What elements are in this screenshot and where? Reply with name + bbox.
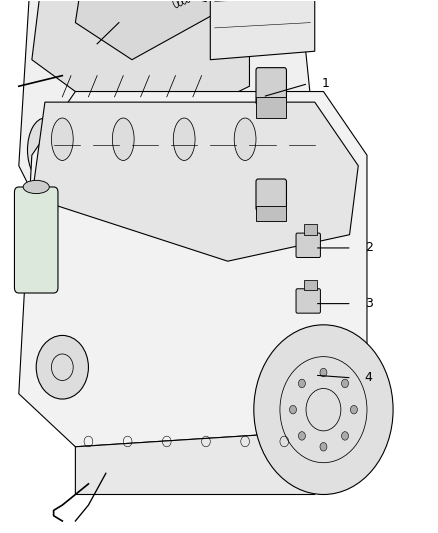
Ellipse shape (51, 118, 73, 160)
Ellipse shape (173, 118, 195, 160)
Ellipse shape (28, 118, 62, 182)
Bar (304, 280, 317, 290)
Circle shape (290, 406, 297, 414)
Text: 2: 2 (365, 241, 373, 254)
Circle shape (320, 442, 327, 451)
Circle shape (298, 432, 305, 440)
Polygon shape (19, 92, 367, 447)
Circle shape (36, 335, 88, 399)
Polygon shape (75, 0, 237, 60)
Polygon shape (32, 102, 358, 261)
Polygon shape (19, 0, 315, 235)
Bar (256, 206, 286, 221)
Ellipse shape (23, 180, 49, 193)
Ellipse shape (234, 118, 256, 160)
Circle shape (350, 406, 357, 414)
FancyBboxPatch shape (256, 68, 286, 105)
Circle shape (254, 325, 393, 495)
FancyBboxPatch shape (296, 233, 321, 257)
Polygon shape (210, 0, 315, 60)
Circle shape (298, 379, 305, 387)
FancyBboxPatch shape (256, 179, 286, 211)
Circle shape (342, 379, 349, 387)
FancyBboxPatch shape (14, 187, 58, 293)
Polygon shape (32, 0, 250, 139)
Bar (256, 97, 286, 118)
Circle shape (320, 368, 327, 377)
Bar (304, 224, 317, 235)
Ellipse shape (113, 118, 134, 160)
Polygon shape (75, 431, 323, 495)
Circle shape (342, 432, 349, 440)
Text: 1: 1 (321, 77, 329, 90)
FancyBboxPatch shape (296, 289, 321, 313)
Text: 4: 4 (365, 372, 373, 384)
Text: 3: 3 (365, 297, 373, 310)
